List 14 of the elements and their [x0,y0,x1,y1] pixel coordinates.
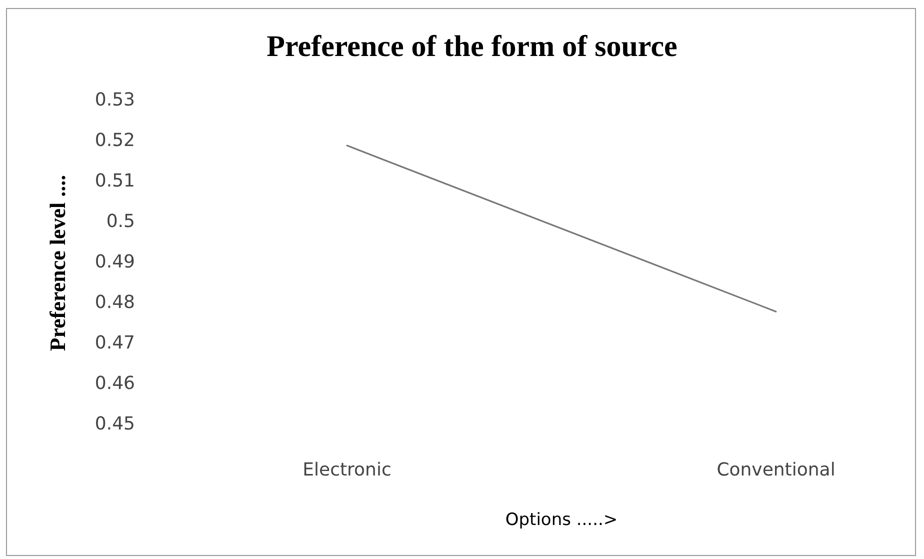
chart-title: Preference of the form of source [266,30,678,63]
y-tick-label: 0.49 [94,252,135,273]
y-tick-label: 0.51 [94,170,135,192]
x-tick-label: Conventional [716,459,836,480]
x-tick-label: Electronic [302,459,392,480]
y-tick-label: 0.47 [94,332,135,354]
y-tick-label: 0.5 [106,211,135,232]
y-tick-label: 0.53 [94,90,135,111]
x-axis-title: Options .....> [505,510,618,530]
y-tick-label: 0.48 [94,292,135,314]
y-axis-title: Preference level .... [44,174,70,352]
y-tick-label: 0.45 [94,414,135,435]
y-tick-label: 0.52 [94,130,135,152]
y-tick-label: 0.46 [94,373,135,394]
